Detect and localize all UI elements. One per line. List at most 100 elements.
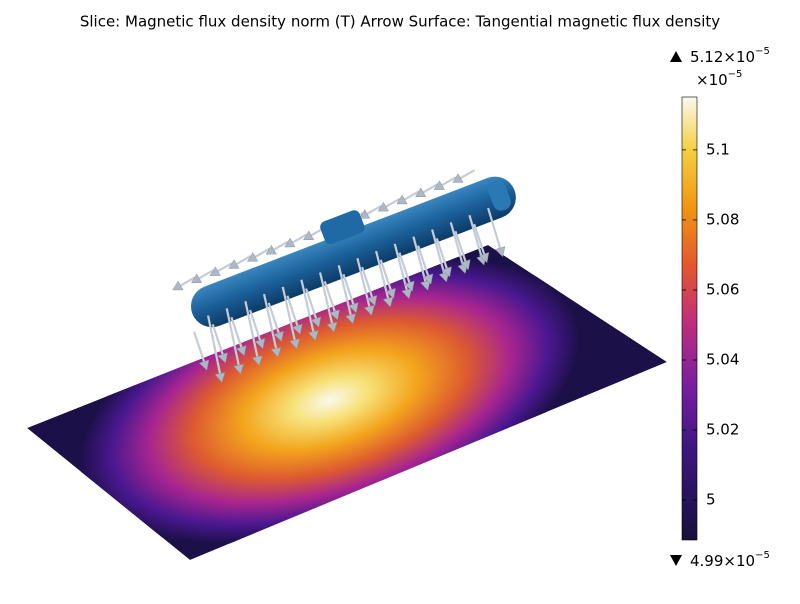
arrow-head: [478, 252, 490, 264]
arrow-head: [198, 359, 210, 371]
arrow-shaft: [236, 255, 252, 265]
arrow-shaft: [342, 273, 355, 305]
arrow-shaft: [422, 183, 438, 194]
arrow-shaft: [273, 240, 289, 251]
arrow-shaft: [398, 252, 411, 284]
arrow-head: [494, 246, 506, 258]
arrow-shaft: [417, 245, 430, 276]
arrow-head: [441, 266, 452, 278]
arrow-shaft: [460, 169, 476, 179]
arrow-head: [396, 194, 408, 205]
arrow-shaft: [230, 316, 243, 348]
arrow-head: [308, 330, 319, 341]
tick-label: 5.08: [706, 210, 739, 228]
arrow-shaft: [217, 262, 233, 273]
arrow-shaft: [249, 309, 262, 341]
arrow-shaft: [473, 223, 486, 255]
arrow-head: [326, 321, 338, 333]
arrow-head: [345, 313, 356, 325]
max-marker: [670, 51, 682, 62]
arrow-head: [310, 316, 322, 328]
arrow-head: [214, 372, 226, 383]
arrow-head: [209, 266, 221, 276]
arrow-shaft: [379, 259, 392, 291]
arrow-shaft: [206, 315, 222, 374]
arrow-head: [348, 302, 359, 314]
arrow-shaft: [323, 281, 336, 312]
arrow-head: [422, 273, 434, 285]
arrow-head: [284, 237, 296, 248]
tick-label: 5: [706, 491, 716, 509]
arrow-shaft: [225, 308, 240, 366]
tick-label: 5.04: [706, 350, 739, 368]
arrow-head: [420, 279, 431, 291]
arrow-shaft: [292, 233, 308, 244]
arrow-head: [302, 230, 315, 241]
arrow-shaft: [254, 247, 270, 258]
arrow-head: [289, 338, 300, 350]
arrow-shaft: [449, 222, 464, 266]
arrow-shaft: [366, 204, 382, 215]
color-bar: [681, 96, 698, 541]
arrow-head: [252, 355, 263, 367]
arrow-shaft: [281, 286, 296, 341]
arrow-head: [172, 280, 184, 291]
arrow-shaft: [375, 250, 390, 299]
arrow-shaft: [262, 293, 278, 349]
arrow-head: [401, 288, 412, 300]
arrow-shaft: [393, 243, 408, 291]
arrow-field: [193, 207, 506, 383]
arrow-head: [190, 273, 203, 284]
arrow-shaft: [441, 176, 457, 187]
arrow-shaft: [305, 288, 318, 319]
arrow-head: [265, 244, 277, 255]
arrow-head: [415, 187, 427, 198]
submarine: [190, 176, 516, 328]
arrow-shaft: [179, 276, 196, 287]
arrow-head: [217, 352, 228, 364]
arrow-head: [233, 363, 244, 375]
arrow-head: [254, 338, 266, 350]
arrow-shaft: [435, 238, 448, 269]
arrow-head: [228, 259, 240, 269]
arrow-head: [246, 252, 259, 262]
min-marker: [670, 555, 682, 566]
arrow-shaft: [286, 295, 299, 327]
arrow-head: [364, 305, 375, 316]
arrow-head: [452, 173, 464, 183]
arrow-shaft: [267, 302, 280, 334]
arrow-shaft: [244, 300, 259, 358]
tick-label: 5.1: [706, 140, 730, 158]
arrow-head: [366, 295, 378, 307]
plot-title: Slice: Magnetic flux density norm (T) Ar…: [80, 13, 720, 31]
arrow-shaft: [385, 197, 401, 208]
arrow-shaft: [211, 324, 224, 355]
arrow-head: [236, 345, 247, 357]
arrow-head: [270, 347, 282, 358]
arrow-head: [377, 201, 389, 212]
arrow-shaft: [404, 190, 420, 201]
arrow-shaft: [412, 236, 427, 282]
arrow-head: [292, 323, 303, 335]
arrow-shaft: [431, 229, 446, 274]
arrow-head: [273, 330, 284, 342]
max-label: 5.12×10−5: [690, 46, 770, 66]
arrow-head: [385, 287, 396, 299]
arrow-shaft: [319, 272, 334, 324]
color-bar-ticks: 5 5.02 5.04 5.06 5.08 5.1: [682, 140, 739, 509]
arrow-shaft: [454, 230, 467, 262]
tick-label: 5.06: [706, 280, 739, 298]
arrow-shaft: [468, 214, 483, 257]
arrow-shaft: [337, 265, 352, 316]
arrow-shaft: [300, 279, 315, 332]
arrow-head: [382, 296, 394, 308]
min-label: 4.99×10−5: [690, 550, 770, 570]
multiplier-label: ×10−5: [696, 69, 742, 89]
arrow-shaft: [361, 266, 374, 298]
arrow-head: [433, 180, 445, 190]
arrow-shaft: [193, 331, 206, 362]
arrow-head: [329, 309, 340, 321]
arrow-head: [460, 259, 471, 271]
arrow-head: [404, 280, 415, 292]
